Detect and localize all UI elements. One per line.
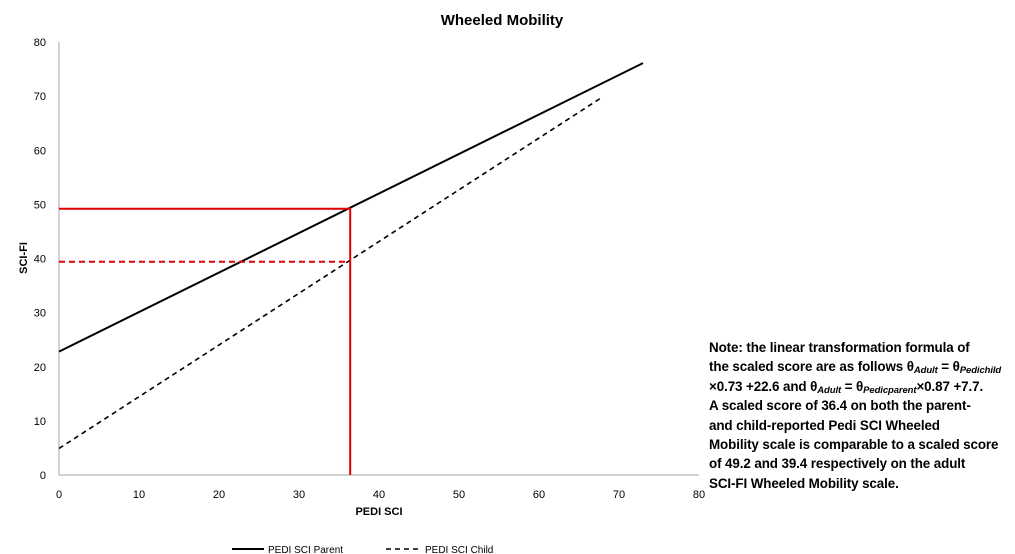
x-tick-label: 50 xyxy=(453,489,465,501)
x-tick-label: 10 xyxy=(133,489,145,501)
note-line-4: A scaled score of 36.4 on both the paren… xyxy=(709,398,971,414)
y-tick-label: 80 xyxy=(34,37,46,49)
note-line-7: of 49.2 and 39.4 respectively on the adu… xyxy=(709,456,966,472)
note-line-3c: ×0.87 +7.7. xyxy=(916,378,984,394)
note-line-6: Mobility scale is comparable to a scaled… xyxy=(709,437,999,453)
note-sub-adult-1: Adult xyxy=(913,365,938,377)
y-tick-label: 50 xyxy=(34,199,46,211)
y-tick-label: 40 xyxy=(34,254,46,266)
x-tick-label: 0 xyxy=(56,489,62,501)
y-tick-labels: 0 10 20 30 40 50 60 70 80 xyxy=(34,37,46,482)
reference-lines xyxy=(59,207,352,475)
reference-line-solid xyxy=(59,207,352,475)
x-tick-label: 20 xyxy=(213,489,225,501)
x-tick-label: 70 xyxy=(613,489,625,501)
y-tick-label: 10 xyxy=(34,416,46,428)
y-tick-label: 30 xyxy=(34,308,46,320)
y-tick-label: 70 xyxy=(34,91,46,103)
x-tick-label: 30 xyxy=(293,489,305,501)
y-tick-label: 20 xyxy=(34,362,46,374)
note-line-5: and child-reported Pedi SCI Wheeled xyxy=(709,417,940,433)
note-line-1: Note: the linear transformation formula … xyxy=(709,340,970,355)
y-axis-label: SCI-FI xyxy=(18,242,30,274)
note-sub-pedichild: Pedichild xyxy=(959,365,1002,377)
note-sub-pedicparent: Pedicparent xyxy=(863,384,917,396)
note-line-8: SCI-FI Wheeled Mobility scale. xyxy=(709,475,899,491)
plot-area: 0 10 20 30 40 50 60 70 80 0 10 20 30 40 50 60 70 80 xyxy=(34,37,705,501)
legend-label-child: PEDI SCI Child xyxy=(425,545,493,554)
y-tick-label: 0 xyxy=(40,470,46,482)
series-layer xyxy=(58,62,644,450)
x-axis-label: PEDI SCI xyxy=(355,506,402,518)
note-line-2b: = θ xyxy=(937,359,960,375)
note-line-3b: = θ xyxy=(841,378,864,394)
series-line-child xyxy=(58,95,604,450)
legend-label-parent: PEDI SCI Parent xyxy=(268,545,343,554)
legend: PEDI SCI Parent PEDI SCI Child xyxy=(232,545,493,554)
x-tick-label: 80 xyxy=(693,489,705,501)
note-sub-adult-2: Adult xyxy=(817,384,842,396)
x-tick-label: 40 xyxy=(373,489,385,501)
series-line-parent xyxy=(58,62,644,353)
y-tick-label: 60 xyxy=(34,145,46,157)
x-tick-labels: 0 10 20 30 40 50 60 70 80 xyxy=(56,489,705,501)
note-line-3a: ×0.73 +22.6 and θ xyxy=(709,378,818,394)
note-line-2a: the scaled score are as follows θ xyxy=(709,359,914,375)
chart-title: Wheeled Mobility xyxy=(441,12,564,29)
note-text: Note: the linear transformation formula … xyxy=(709,338,1015,493)
x-tick-label: 60 xyxy=(533,489,545,501)
